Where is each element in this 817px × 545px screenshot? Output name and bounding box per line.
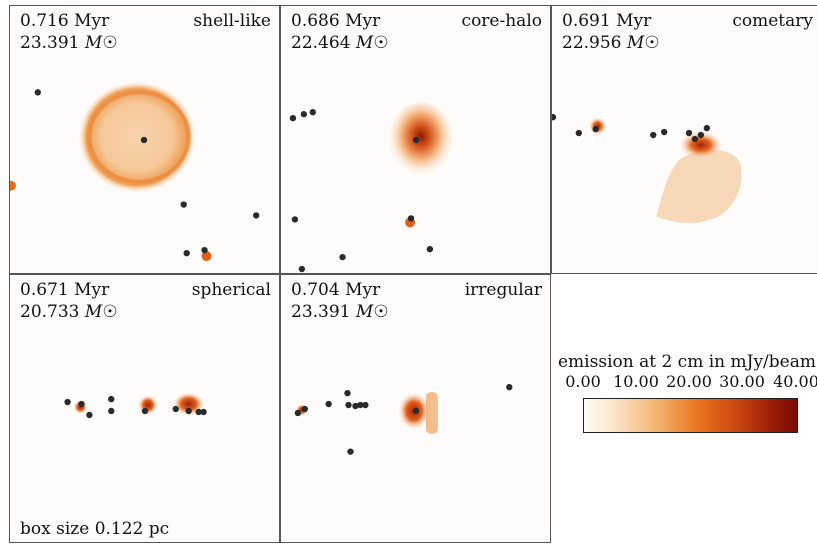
panel-info: 0.671 Myr 20.733 M☉ [20,279,118,323]
mass-label: 20.733 M☉ [20,302,118,322]
morphology-label: shell-like [193,11,271,31]
time-label: 0.686 Myr [291,11,381,31]
morphology-label: irregular [464,280,542,300]
panel-info: 0.704 Myr 23.391 M☉ [291,279,389,323]
colorbar-tick: 40.00 [773,372,817,391]
morphology-label: cometary [732,11,813,31]
panel-core-halo: 0.686 Myr 22.464 M☉ core-halo [280,5,551,274]
time-label: 0.691 Myr [562,11,652,31]
figure-grid: 0.716 Myr 23.391 M☉ shell-like [9,5,817,545]
emission-map-spherical [64,392,207,419]
emission-map-core-halo [289,102,453,273]
colorbar-ticks: 0.00 10.00 20.00 30.00 40.00 [556,372,817,392]
colorbar: emission at 2 cm in mJy/beam 0.00 10.00 … [556,352,817,433]
time-label: 0.704 Myr [291,280,381,300]
colorbar-tick: 30.00 [719,372,765,391]
time-label: 0.671 Myr [20,280,110,300]
morphology-label: core-halo [461,11,542,31]
panel-spherical: 0.671 Myr 20.733 M☉ spherical box size 0… [9,274,280,543]
colorbar-tick: 20.00 [666,372,712,391]
emission-map-irregular [294,383,513,455]
mass-label: 23.391 M☉ [20,33,118,53]
colorbar-title: emission at 2 cm in mJy/beam [558,352,816,372]
colorbar-tick: 0.00 [565,372,601,391]
emission-map-shell-like [10,80,260,262]
colorbar-gradient [583,398,798,433]
box-size-label: box size 0.122 pc [20,519,170,539]
panel-irregular: 0.704 Myr 23.391 M☉ irregular [280,274,551,543]
panel-info: 0.686 Myr 22.464 M☉ [291,10,389,54]
time-label: 0.716 Myr [20,11,110,31]
panel-info: 0.691 Myr 22.956 M☉ [562,10,660,54]
panel-shell-like: 0.716 Myr 23.391 M☉ shell-like [9,5,280,274]
colorbar-tick: 10.00 [613,372,659,391]
morphology-label: spherical [191,280,271,300]
emission-map-cometary [552,113,742,224]
mass-label: 22.464 M☉ [291,33,389,53]
mass-label: 23.391 M☉ [291,302,389,322]
panel-info: 0.716 Myr 23.391 M☉ [20,10,118,54]
mass-label: 22.956 M☉ [562,33,660,53]
panel-cometary: 0.691 Myr 22.956 M☉ cometary [551,5,817,274]
